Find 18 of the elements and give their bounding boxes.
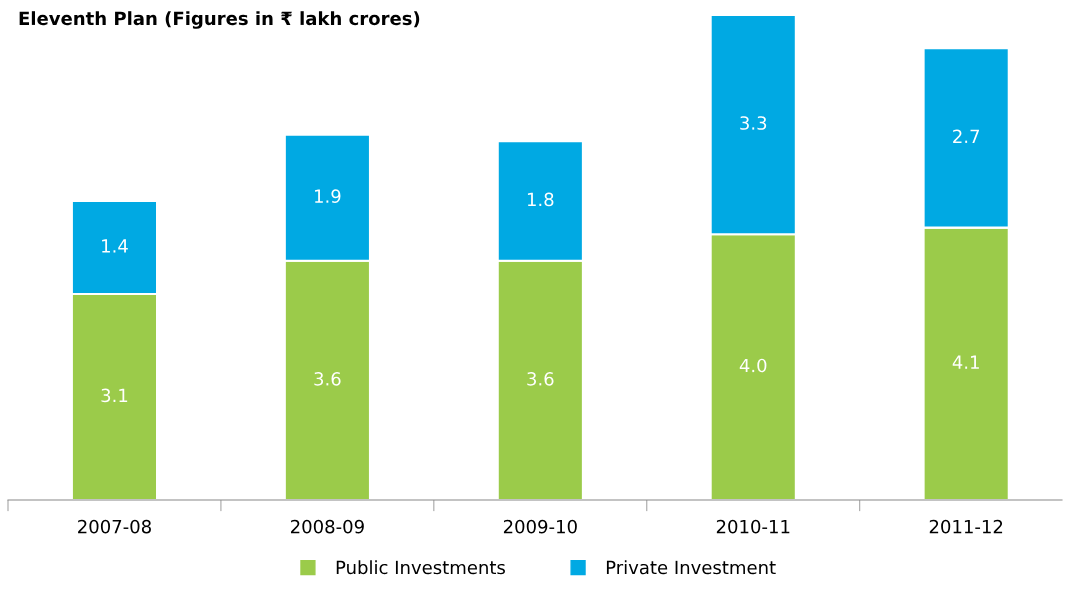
data-label: 3.6 [314, 371, 341, 386]
data-label: 4.1 [952, 355, 979, 369]
chart-title: Eleventh Plan (Figures in ₹ lakh crores) [19, 11, 420, 29]
data-label: 4.0 [739, 358, 767, 373]
legend-label: Private Investment [606, 560, 776, 575]
legend-label: Public Investments [336, 560, 505, 575]
x-tick-label: 2011-12 [929, 519, 1003, 534]
data-label: 1.4 [102, 239, 128, 253]
x-tick-label: 2010-11 [716, 519, 790, 534]
x-tick-label: 2009-10 [503, 519, 577, 534]
data-label: 1.8 [527, 192, 554, 207]
data-label: 3.3 [740, 116, 767, 130]
data-label: 3.6 [527, 371, 554, 386]
data-label: 1.9 [315, 189, 341, 203]
data-label: 3.1 [101, 388, 128, 403]
data-label: 2.7 [953, 129, 979, 143]
x-tick-label: 2008-09 [291, 519, 364, 534]
x-tick-label: 2007-08 [78, 519, 151, 534]
